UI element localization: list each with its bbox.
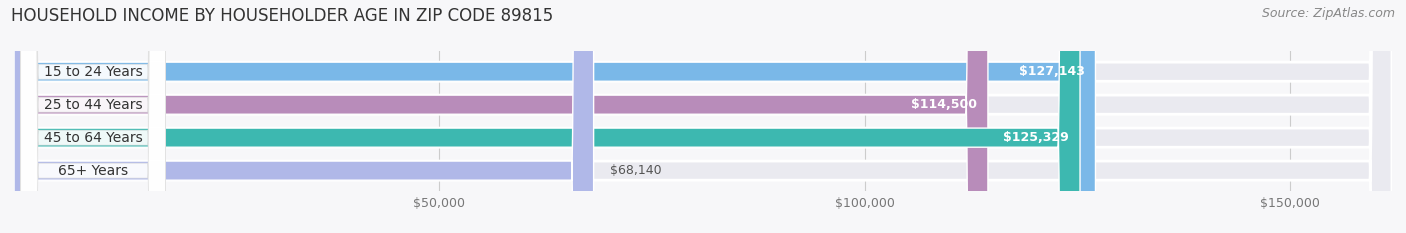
FancyBboxPatch shape bbox=[21, 0, 166, 233]
FancyBboxPatch shape bbox=[14, 0, 1392, 233]
FancyBboxPatch shape bbox=[21, 0, 166, 233]
Text: 25 to 44 Years: 25 to 44 Years bbox=[44, 98, 142, 112]
FancyBboxPatch shape bbox=[14, 0, 1392, 233]
FancyBboxPatch shape bbox=[21, 0, 166, 233]
FancyBboxPatch shape bbox=[21, 0, 166, 233]
Text: $125,329: $125,329 bbox=[1004, 131, 1069, 144]
Text: HOUSEHOLD INCOME BY HOUSEHOLDER AGE IN ZIP CODE 89815: HOUSEHOLD INCOME BY HOUSEHOLDER AGE IN Z… bbox=[11, 7, 554, 25]
FancyBboxPatch shape bbox=[14, 0, 1392, 233]
Text: 15 to 24 Years: 15 to 24 Years bbox=[44, 65, 142, 79]
FancyBboxPatch shape bbox=[14, 0, 1392, 233]
Text: $127,143: $127,143 bbox=[1018, 65, 1084, 78]
Text: Source: ZipAtlas.com: Source: ZipAtlas.com bbox=[1261, 7, 1395, 20]
FancyBboxPatch shape bbox=[14, 0, 1080, 233]
Text: 65+ Years: 65+ Years bbox=[58, 164, 128, 178]
Text: $114,500: $114,500 bbox=[911, 98, 977, 111]
Text: $68,140: $68,140 bbox=[610, 164, 662, 177]
FancyBboxPatch shape bbox=[14, 0, 988, 233]
Text: 45 to 64 Years: 45 to 64 Years bbox=[44, 131, 142, 145]
FancyBboxPatch shape bbox=[14, 0, 1095, 233]
FancyBboxPatch shape bbox=[14, 0, 593, 233]
